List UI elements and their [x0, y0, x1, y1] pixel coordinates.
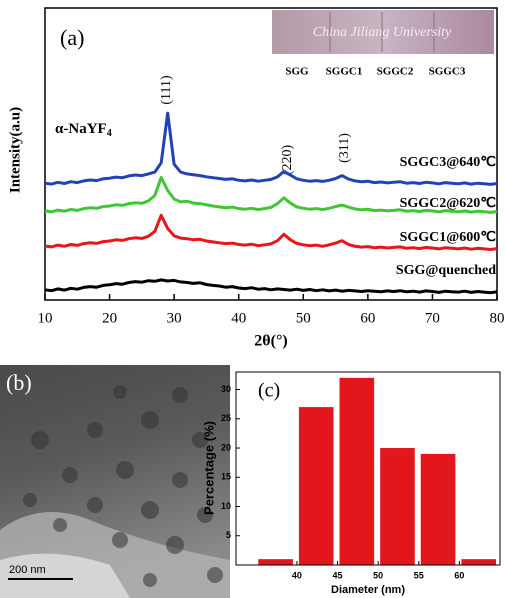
- phase-label-text: α-NaYF: [55, 121, 107, 137]
- x-tick-label: 50: [373, 570, 383, 580]
- x-axis-label: 2θ(°): [254, 333, 287, 350]
- x-tick-label: 60: [360, 310, 375, 326]
- x-tick-label: 10: [38, 310, 53, 326]
- panel-label: (c): [258, 380, 280, 402]
- histogram-bar: [421, 454, 456, 565]
- y-axis-label: Intensity(a.u): [7, 107, 23, 193]
- panel-label: (a): [60, 25, 84, 50]
- x-tick-label: 20: [102, 310, 117, 326]
- x-tick-label: 50: [296, 310, 311, 326]
- y-tick-label: 10: [221, 501, 231, 511]
- scale-bar-label: 200 nm: [9, 564, 46, 576]
- series-label: SGG@quenched: [396, 263, 496, 278]
- y-tick-label: 30: [221, 384, 231, 394]
- x-tick-label: 55: [414, 570, 424, 580]
- inset-label: SGGC1: [326, 66, 363, 78]
- x-tick-label: 40: [292, 570, 302, 580]
- peak-label: (220): [280, 145, 295, 176]
- series-line: [45, 113, 497, 184]
- series-label: SGGC2@620℃: [400, 196, 497, 211]
- inset-label: SGGC2: [377, 66, 414, 78]
- y-tick-label: 25: [221, 413, 231, 423]
- y-tick-label: 5: [226, 530, 231, 540]
- x-axis-label: Diameter (nm): [331, 584, 405, 596]
- phase-label-subscript: 4: [107, 128, 112, 139]
- histogram-bar: [461, 559, 496, 565]
- peak-label: (311): [337, 133, 352, 163]
- y-tick-label: 20: [221, 442, 231, 452]
- x-tick-label: 40: [231, 310, 246, 326]
- y-tick-label: 15: [221, 472, 231, 482]
- x-tick-label: 60: [454, 570, 464, 580]
- histogram-bar: [258, 559, 293, 565]
- histogram-bar: [380, 448, 415, 565]
- histogram-bar: [299, 407, 334, 565]
- phase-label: α-NaYF4: [55, 121, 112, 139]
- inset-text: China Jiliang University: [313, 25, 452, 40]
- panel-label: (b): [6, 370, 32, 395]
- series-label: SGGC1@600℃: [400, 230, 497, 245]
- peak-label: (111): [159, 75, 174, 105]
- x-tick-label: 30: [167, 310, 182, 326]
- x-tick-label: 80: [490, 310, 505, 326]
- y-axis-label: Percentage (%): [201, 421, 216, 515]
- figure: (b) 200 nm 10 20 30 40 50 60 70 80 2θ(°) Intensit…: [0, 0, 505, 598]
- series-label: SGGC3@640℃: [400, 155, 497, 170]
- inset-label: SGG: [285, 66, 309, 78]
- series-line: [45, 280, 497, 293]
- x-tick-label: 70: [425, 310, 440, 326]
- x-tick-label: 45: [333, 570, 343, 580]
- inset-label: SGGC3: [429, 66, 466, 78]
- histogram-bar: [340, 378, 375, 565]
